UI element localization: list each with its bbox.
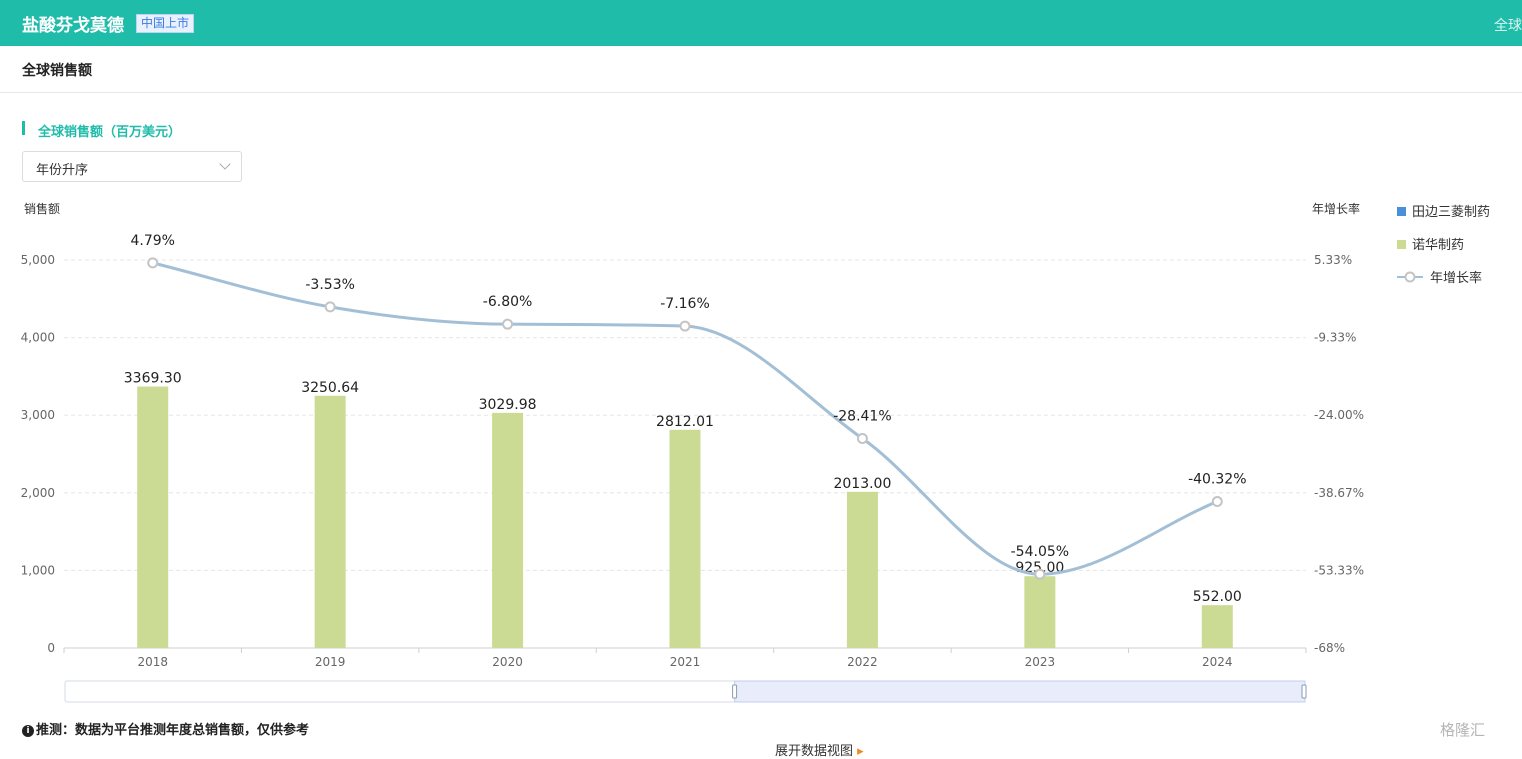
y-axis-tick-label: 3,000	[21, 408, 55, 422]
legend-swatch-novartis[interactable]	[1397, 240, 1406, 249]
x-axis-tick-label: 2022	[847, 655, 878, 669]
growth-rate-point	[147, 257, 159, 269]
y-axis-tick-label: 4,000	[21, 331, 55, 345]
legend-swatch-tianbian[interactable]	[1397, 207, 1406, 216]
growth-rate-label: -6.80%	[483, 294, 533, 310]
section-title: 全球销售额	[22, 63, 92, 79]
sales-chart: 0 1,000 2,000 3,000 4,000 5,000 -68% -53.33% -38…	[21, 201, 1490, 703]
y-axis-tick-label: 2,000	[21, 486, 55, 500]
arrow-icon: ▸	[857, 744, 864, 759]
legend-label-tianbian: 田边三菱制药	[1412, 205, 1490, 220]
growth-rate-label: -3.53%	[305, 277, 355, 293]
x-axis-tick-label: 2019	[315, 655, 346, 669]
x-axis-tick-label: 2020	[492, 655, 523, 669]
legend-swatch-growth-marker	[1404, 271, 1416, 283]
y-axis-tick-label: 1,000	[21, 563, 55, 577]
bar-data-label: 2013.00	[833, 476, 891, 492]
growth-rate-point	[324, 301, 336, 313]
bar-novartis-2021	[669, 429, 701, 648]
chart-title: 全球销售额（百万美元）	[38, 125, 182, 140]
info-icon: i	[22, 725, 34, 737]
market-status-badge: 中国上市	[136, 14, 195, 33]
x-axis-tick-label: 2018	[137, 655, 168, 669]
watermark-text: 格隆汇	[1440, 721, 1486, 739]
y-axis-tick-label: 0	[47, 641, 55, 655]
y2-axis-title: 年增长率	[1312, 201, 1360, 216]
drug-name: 盐酸芬戈莫德	[22, 16, 124, 36]
bar-data-label: 3369.30	[124, 371, 182, 387]
growth-rate-point	[1034, 568, 1046, 580]
bar-novartis-2018	[137, 386, 169, 648]
zoom-selected-range[interactable]	[734, 680, 1306, 703]
divider	[0, 92, 1522, 93]
x-axis-tick-label: 2021	[670, 655, 701, 669]
y-axis-tick-label: 5,000	[21, 253, 55, 267]
growth-rate-point	[856, 433, 868, 445]
sort-order-select[interactable]: 年份升序	[22, 151, 242, 182]
estimate-note: i 推测：数据为平台推测年度总销售额，仅供参考	[22, 719, 309, 738]
zoom-handle-start[interactable]	[732, 684, 738, 699]
bar-data-label: 3029.98	[479, 397, 537, 413]
bar-novartis-2022	[846, 491, 878, 648]
header-right-link[interactable]: 全球	[1494, 18, 1522, 34]
growth-rate-point	[502, 318, 514, 330]
growth-rate-label: -40.32%	[1188, 472, 1246, 488]
watermark-logo: 格隆汇	[1440, 719, 1485, 740]
y2-axis-tick-label: -53.33%	[1314, 563, 1364, 577]
growth-rate-label: -28.41%	[833, 409, 891, 425]
expand-data-view-link[interactable]: 展开数据视图 ▸	[775, 740, 864, 759]
x-axis-tick-label: 2024	[1202, 655, 1233, 669]
growth-rate-label: 4.79%	[130, 233, 174, 249]
legend-label-growth: 年增长率	[1430, 270, 1482, 286]
bar-novartis-2020	[492, 412, 524, 648]
growth-rate-label: -7.16%	[660, 296, 710, 312]
expand-data-view-label: 展开数据视图	[775, 744, 854, 759]
growth-rate-label: -54.05%	[1011, 544, 1069, 560]
estimate-note-text: 推测：数据为平台推测年度总销售额，仅供参考	[36, 723, 310, 738]
chevron-down-icon	[219, 158, 231, 170]
bar-data-label: 2812.01	[656, 414, 714, 430]
chart-title-marker	[22, 121, 25, 135]
bar-novartis-2019	[314, 395, 346, 648]
growth-rate-point	[1211, 496, 1223, 508]
bar-novartis-2023	[1024, 576, 1056, 648]
header-bar: 盐酸芬戈莫德 中国上市 全球	[0, 0, 1522, 46]
x-axis-tick-label: 2023	[1025, 655, 1056, 669]
sort-order-value: 年份升序	[36, 163, 89, 178]
bar-data-label: 3250.64	[301, 380, 359, 396]
y2-axis-tick-label: -9.33%	[1314, 331, 1356, 345]
growth-rate-point	[679, 320, 691, 332]
bar-data-label: 552.00	[1193, 589, 1242, 605]
zoom-handle-end[interactable]	[1301, 684, 1307, 699]
legend-label-novartis: 诺华制药	[1412, 238, 1464, 253]
y2-axis-tick-label: -38.67%	[1314, 486, 1364, 500]
bar-novartis-2024	[1201, 605, 1233, 648]
y-axis-title: 销售额	[24, 201, 60, 216]
y2-axis-tick-label: -68%	[1314, 641, 1345, 655]
y2-axis-tick-label: -24.00%	[1314, 408, 1364, 422]
y2-axis-tick-label: 5.33%	[1314, 253, 1352, 267]
